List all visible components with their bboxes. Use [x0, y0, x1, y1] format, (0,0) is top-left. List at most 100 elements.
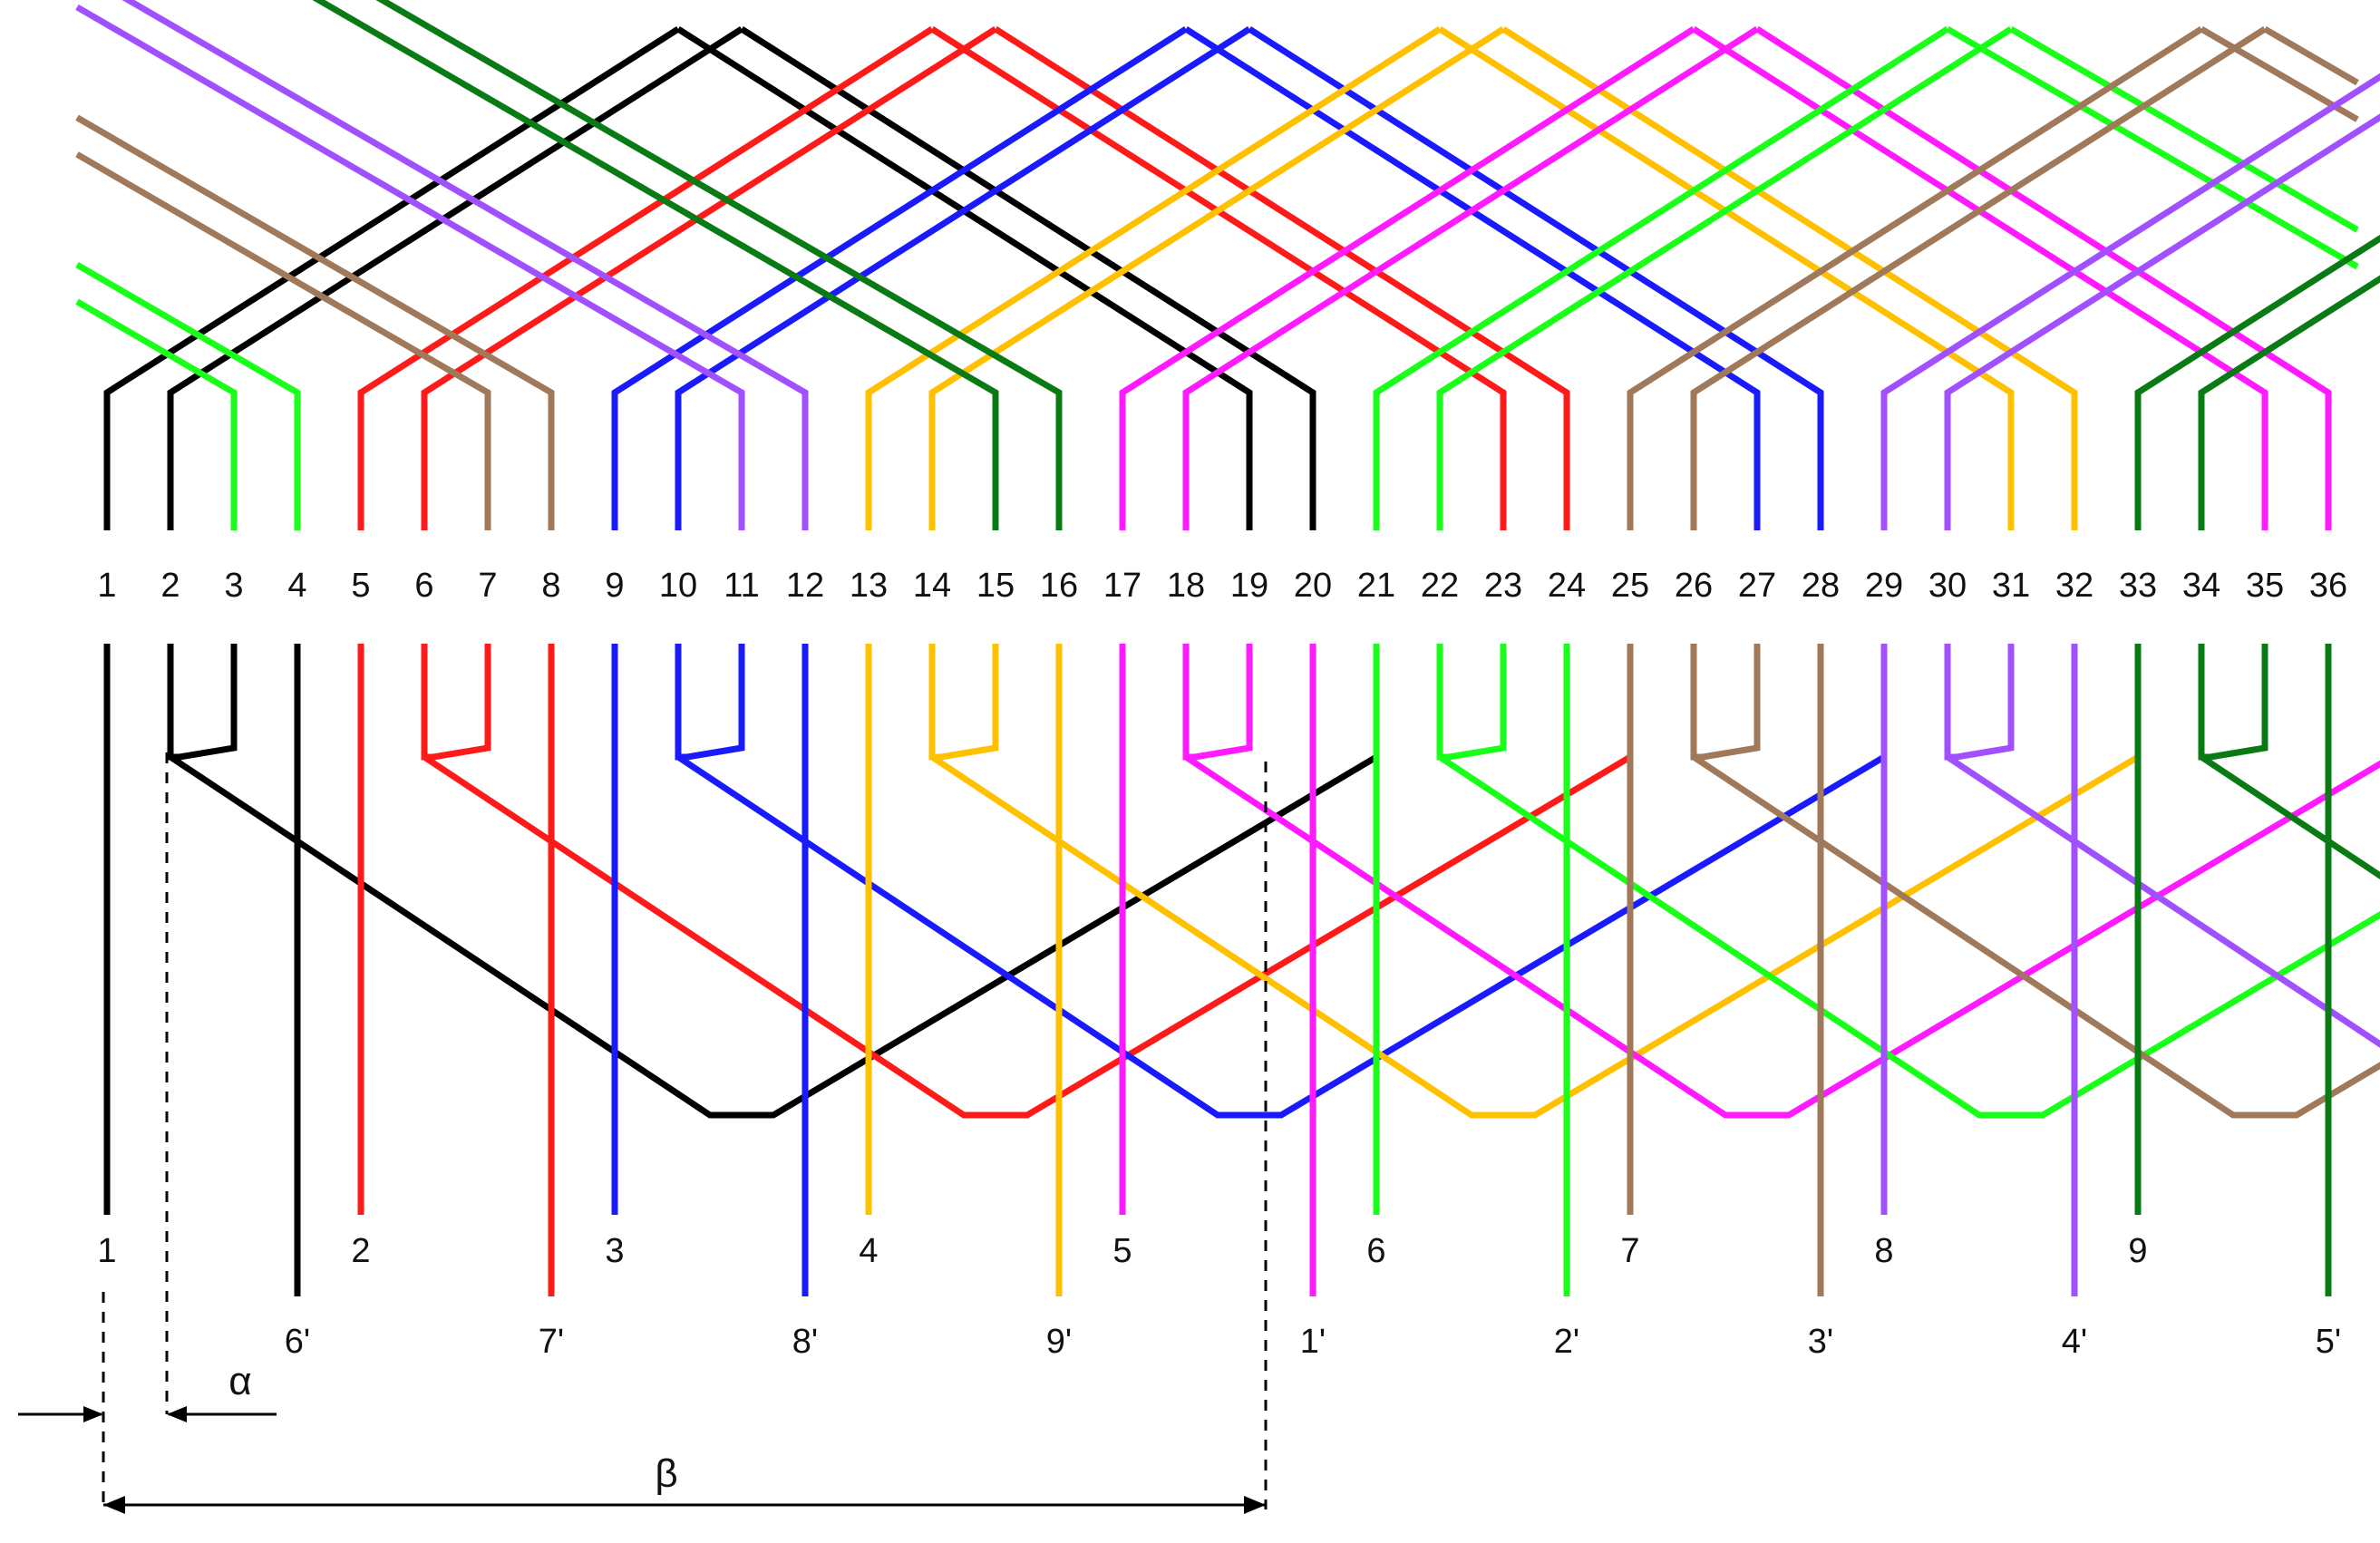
lower-coil-loop [424, 757, 1630, 1115]
start-lead-label: 5 [1112, 1232, 1132, 1270]
slot-number: 11 [724, 567, 759, 605]
lower-jumper [170, 644, 234, 757]
end-lead-label: 3' [1808, 1323, 1833, 1361]
end-lead-label: 9' [1046, 1323, 1072, 1361]
end-lead-label: 4' [2062, 1323, 2087, 1361]
start-lead-label: 6 [1366, 1232, 1385, 1270]
slot-number: 23 [1484, 567, 1522, 605]
upper-coil-left-side [361, 29, 932, 530]
slot-number: 13 [850, 567, 888, 605]
slot-number: 28 [1802, 567, 1840, 605]
upper-coil-right-side [1440, 29, 2011, 530]
upper-coil-left-side [2201, 29, 2380, 530]
slot-number-row: 1 2 3 4 5 6 7 8 9 10 11 12 13 14 15 16 17 18 19 20 21 22 23 24 2… [97, 567, 2347, 605]
slot-number: 12 [786, 567, 824, 605]
upper-coil-right-side [2357, 0, 2380, 29]
end-lead-label: 2' [1554, 1323, 1579, 1361]
slot-number: 32 [2055, 567, 2093, 605]
upper-coil-right-side [2357, 0, 2380, 29]
upper-coil-left-side [678, 29, 1249, 530]
slot-number: 24 [1548, 567, 1586, 605]
upper-coil-right-side [1186, 29, 1757, 530]
beta-label: β [655, 1451, 677, 1496]
end-lead-label: 6' [285, 1323, 310, 1361]
slot-number: 3 [224, 567, 243, 605]
upper-coil-right-side-wrapped [77, 7, 742, 530]
beta-arrowhead-left [103, 1496, 125, 1514]
lead-labels: 1 2 3 4 5 6 7 8 9 6' 7' 8' 9' 1' 2' 3' 4' 5' [97, 1232, 2341, 1361]
slot-number: 20 [1294, 567, 1332, 605]
lower-jumper [2201, 644, 2265, 757]
end-lead-label: 5' [2316, 1323, 2341, 1361]
lower-coil-loop [170, 757, 1376, 1115]
slot-number: 18 [1167, 567, 1205, 605]
slot-number: 21 [1357, 567, 1395, 605]
upper-coil-right-side [1249, 29, 1821, 530]
upper-coil-left-side [1376, 29, 1948, 530]
upper-coil-left-side [107, 29, 678, 530]
lower-jumper [1948, 644, 2011, 757]
slot-number: 16 [1040, 567, 1078, 605]
slot-number: 10 [659, 567, 697, 605]
lower-jumper [1694, 644, 1757, 757]
slot-number: 15 [976, 567, 1015, 605]
upper-coil-right-side [1757, 29, 2328, 530]
upper-coil-right-side [996, 29, 1567, 530]
upper-coil-left-side [869, 29, 1440, 530]
upper-coil-left-side [1122, 29, 1694, 530]
upper-coil-left-side [170, 29, 742, 530]
slot-number: 4 [287, 567, 306, 605]
slot-number: 30 [1928, 567, 1967, 605]
slot-number: 31 [1992, 567, 2030, 605]
upper-coil-left-side [1440, 29, 2011, 530]
upper-coil-right-side [1694, 29, 2265, 530]
slot-number: 8 [541, 567, 560, 605]
lower-coil-loop [1948, 757, 2380, 1115]
start-lead-label: 4 [859, 1232, 878, 1270]
lower-coil-loop [1186, 757, 2380, 1115]
slot-number: 36 [2309, 567, 2347, 605]
lower-jumper [1440, 644, 1503, 757]
slot-number: 25 [1611, 567, 1649, 605]
lower-jumper [678, 644, 742, 757]
upper-coil-left-side [2138, 29, 2380, 530]
upper-coil-right-side-wrapped [77, 302, 234, 530]
alpha-arrowhead-right [167, 1406, 187, 1422]
start-lead-label: 2 [351, 1232, 370, 1270]
slot-number: 29 [1865, 567, 1903, 605]
upper-coil-left-side [1884, 29, 2380, 530]
slot-number: 6 [414, 567, 433, 605]
slot-number: 27 [1738, 567, 1776, 605]
slot-number: 26 [1675, 567, 1713, 605]
slot-number: 9 [605, 567, 624, 605]
upper-coil-right-side-wrapped [77, 118, 551, 530]
start-lead-label: 7 [1620, 1232, 1639, 1270]
slot-number: 1 [97, 567, 116, 605]
upper-coil-left-side [615, 29, 1186, 530]
beta-arrowhead-right [1244, 1496, 1266, 1514]
upper-coil-left-side [1630, 29, 2201, 530]
lower-jumper [1186, 644, 1249, 757]
slot-number: 33 [2119, 567, 2157, 605]
dimension-annotations: αβ [18, 752, 1266, 1514]
coil-group [77, 0, 2380, 1296]
upper-coil-left-side [932, 29, 1503, 530]
start-lead-label: 8 [1874, 1232, 1893, 1270]
slot-number: 5 [351, 567, 370, 605]
upper-coil-right-side [1503, 29, 2074, 530]
lower-jumper [932, 644, 996, 757]
upper-coil-left-side [1694, 29, 2265, 530]
alpha-label: α [228, 1359, 251, 1403]
upper-coil-left-side [424, 29, 996, 530]
upper-coil-right-side [678, 29, 1249, 530]
slot-number: 34 [2182, 567, 2220, 605]
upper-coil-right-side [932, 29, 1503, 530]
slot-number: 22 [1421, 567, 1459, 605]
slot-number: 2 [160, 567, 180, 605]
start-lead-label: 9 [2128, 1232, 2147, 1270]
end-lead-label: 8' [792, 1323, 818, 1361]
upper-coil-left-side [1186, 29, 1757, 530]
end-lead-label: 7' [539, 1323, 564, 1361]
